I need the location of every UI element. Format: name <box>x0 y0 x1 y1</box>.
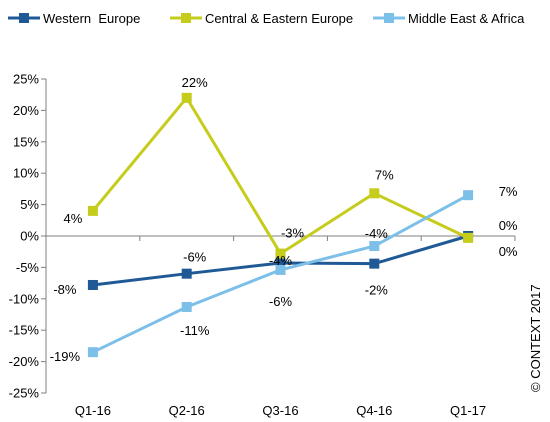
data-label: -2% <box>365 283 389 298</box>
data-label: -3% <box>281 226 305 241</box>
data-labels: -8% -6% -4% -2% 0% 4% 22% -3% 7% 0% -19% -11% -6% -4%… <box>50 75 518 364</box>
axes: -25% -20% -15% -10% -5% 0% 5% 10% 15% 20% 25% Q1-16… <box>9 72 516 418</box>
data-point-marker <box>463 190 474 201</box>
y-tick-label: 0% <box>20 229 39 244</box>
y-tick-label: 25% <box>13 72 39 87</box>
data-label: -6% <box>183 250 207 265</box>
data-label: 0% <box>499 218 518 233</box>
data-point-marker <box>181 268 192 279</box>
legend-marker <box>384 13 394 23</box>
data-label: 22% <box>182 75 208 90</box>
x-tick-label: Q1-17 <box>450 403 486 418</box>
legend-marker <box>19 13 29 23</box>
y-tick-label: -20% <box>9 354 40 369</box>
data-point-marker <box>369 188 380 199</box>
data-point-marker <box>369 241 380 252</box>
legend-label: Central & Eastern Europe <box>205 11 353 26</box>
data-point-marker <box>275 258 286 269</box>
data-point-marker <box>87 347 98 358</box>
data-label: 7% <box>499 184 518 199</box>
data-point-marker <box>87 279 98 290</box>
data-point-marker <box>181 301 192 312</box>
y-tick-label: 5% <box>20 197 39 212</box>
data-label: -11% <box>180 323 210 338</box>
data-point-marker <box>369 258 380 269</box>
x-tick-label: Q2-16 <box>169 403 205 418</box>
series-layer <box>87 92 474 358</box>
y-tick-label: -15% <box>9 323 40 338</box>
data-label: 0% <box>499 244 518 259</box>
data-label: -19% <box>50 349 81 364</box>
legend-label: Middle East & Africa <box>408 11 525 26</box>
data-label: 7% <box>375 167 394 182</box>
data-point-marker <box>87 205 98 216</box>
legend-marker <box>181 13 191 23</box>
data-label: -6% <box>269 294 293 309</box>
data-label: -4% <box>269 253 293 268</box>
y-tick-label: 10% <box>13 166 39 181</box>
legend: Western Europe Central & Eastern Europe Mi… <box>8 11 525 26</box>
y-tick-label: -25% <box>9 386 40 401</box>
y-tick-label: 20% <box>13 103 39 118</box>
x-tick-label: Q3-16 <box>262 403 298 418</box>
data-point-marker <box>463 232 474 243</box>
x-tick-label: Q1-16 <box>75 403 111 418</box>
y-tick-label: 15% <box>13 134 39 149</box>
copyright-label: © CONTEXT 2017 <box>528 284 543 392</box>
data-label: 4% <box>64 211 83 226</box>
legend-label: Western Europe <box>43 11 140 26</box>
x-tick-label: Q4-16 <box>356 403 392 418</box>
data-label: -8% <box>53 282 77 297</box>
data-point-marker <box>275 264 286 275</box>
y-tick-label: -10% <box>9 291 40 306</box>
data-point-marker <box>181 92 192 103</box>
data-label: -4% <box>365 226 389 241</box>
y-tick-label: -5% <box>16 260 40 275</box>
data-point-marker <box>275 248 286 259</box>
